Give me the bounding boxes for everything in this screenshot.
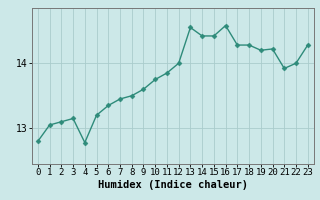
X-axis label: Humidex (Indice chaleur): Humidex (Indice chaleur) <box>98 180 248 190</box>
